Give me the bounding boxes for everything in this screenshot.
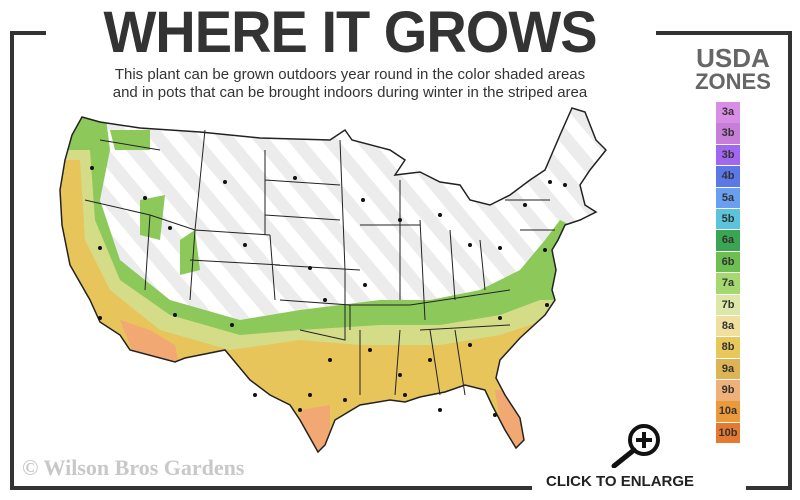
- legend-title-zones: ZONES: [695, 69, 771, 94]
- city-dot: [223, 180, 227, 184]
- city-dot: [230, 323, 234, 327]
- legend-zone-7b: 7b: [716, 294, 740, 316]
- click-to-enlarge-button[interactable]: CLICK TO ENLARGE: [546, 473, 695, 490]
- city-dot: [398, 218, 402, 222]
- city-dots: [90, 166, 567, 417]
- city-dot: [438, 408, 442, 412]
- legend-zone-7a: 7a: [716, 273, 740, 294]
- city-dot: [308, 393, 312, 397]
- city-dot: [293, 176, 297, 180]
- city-dot: [363, 283, 367, 287]
- legend-zone-3a: 3a: [716, 102, 740, 123]
- city-dot: [343, 398, 347, 402]
- legend-zone-4b: 4b: [716, 166, 740, 187]
- city-dot: [563, 183, 567, 187]
- legend-title: USDA ZONES: [678, 43, 788, 94]
- city-dot: [90, 166, 94, 170]
- legend-zone-6b: 6b: [716, 251, 740, 273]
- frame-bottom-right: [746, 486, 792, 490]
- city-dot: [143, 196, 147, 200]
- frame-right: [788, 31, 792, 490]
- legend-zone-9a: 9a: [716, 358, 740, 380]
- copyright-watermark: © Wilson Bros Gardens: [22, 455, 245, 480]
- legend-zone-9b: 9b: [716, 380, 740, 401]
- city-dot: [403, 393, 407, 397]
- frame-bottom-left: [10, 486, 532, 490]
- legend-zone-5b: 5b: [716, 208, 740, 230]
- city-dot: [438, 213, 442, 217]
- city-dot: [468, 343, 472, 347]
- city-dot: [253, 393, 257, 397]
- usda-zone-legend: 3a 3b 3b 4b 5a 5b 6a 6b 7a 7b 8a 8b 9a 9b 10a 10b: [716, 102, 740, 444]
- zone-orange-band: [120, 320, 530, 452]
- city-dot: [298, 408, 302, 412]
- city-dot: [545, 303, 549, 307]
- city-dot: [493, 413, 497, 417]
- frame-top-right: [656, 31, 792, 35]
- subtitle-line-1: This plant can be grown outdoors year ro…: [114, 66, 586, 83]
- legend-zone-3b: 3b: [716, 144, 740, 166]
- state-borders: [84, 129, 555, 396]
- city-dot: [98, 316, 102, 320]
- legend-zone-5a: 5a: [716, 187, 740, 209]
- subtitle-line-2: and in pots that can be brought indoors …: [112, 84, 588, 101]
- legend-zone-10a: 10a: [716, 401, 740, 422]
- legend-title-usda: USDA: [696, 43, 770, 73]
- usa-outline: [59, 107, 608, 454]
- city-dot: [243, 243, 247, 247]
- zone-green-band: [60, 110, 580, 380]
- legend-zone-3b: 3b: [716, 123, 740, 144]
- city-dot: [543, 248, 547, 252]
- city-dot: [498, 246, 502, 250]
- city-dot: [498, 316, 502, 320]
- frame-left: [10, 31, 14, 490]
- green-highland-patches: [110, 130, 200, 275]
- city-dot: [398, 373, 402, 377]
- city-dot: [328, 358, 332, 362]
- city-dot: [523, 203, 527, 207]
- legend-zone-8b: 8b: [716, 337, 740, 358]
- frame-top-left: [10, 31, 46, 35]
- page-title: WHERE IT GROWS: [103, 0, 597, 65]
- city-dot: [308, 266, 312, 270]
- city-dot: [323, 298, 327, 302]
- city-dot: [468, 243, 472, 247]
- city-dot: [361, 198, 365, 202]
- magnifier-plus-icon[interactable]: [608, 422, 664, 468]
- city-dot: [368, 348, 372, 352]
- city-dot: [428, 358, 432, 362]
- legend-zone-10b: 10b: [716, 422, 740, 444]
- city-dot: [173, 313, 177, 317]
- city-dot: [548, 180, 552, 184]
- city-dot: [168, 226, 172, 230]
- legend-zone-8a: 8a: [716, 315, 740, 337]
- zone-pale-band: [60, 150, 570, 400]
- city-dot: [98, 246, 102, 250]
- legend-zone-6a: 6a: [716, 230, 740, 251]
